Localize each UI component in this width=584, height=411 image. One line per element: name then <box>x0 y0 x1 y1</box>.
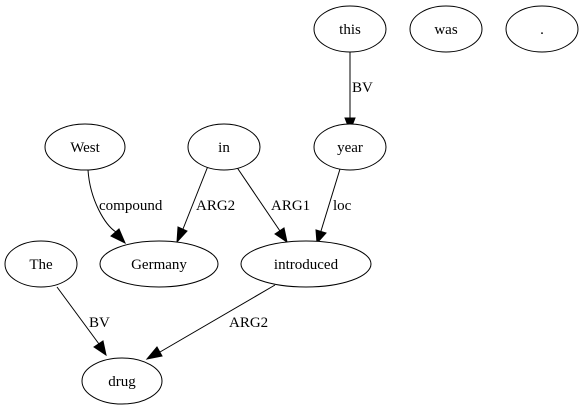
node-germany: Germany <box>99 240 219 288</box>
node-year: year <box>313 123 387 171</box>
edge-this-year: BV <box>344 52 373 133</box>
node-label: . <box>540 22 544 38</box>
node-was: was <box>409 5 483 53</box>
edge-label: compound <box>99 198 163 214</box>
edge-label: ARG2 <box>229 315 268 331</box>
node-label: Germany <box>131 257 187 273</box>
node-this: this <box>313 5 387 53</box>
edge-the-drug: BV <box>56 286 110 357</box>
edge-label: BV <box>352 80 373 96</box>
node-label: was <box>434 22 457 38</box>
node-drug: drug <box>81 357 163 405</box>
edge-label: loc <box>333 198 352 214</box>
node-label: West <box>70 140 100 156</box>
edge-introduced-drug: ARG2 <box>145 284 276 360</box>
node-introduced: introduced <box>240 240 372 288</box>
node-label: The <box>29 257 53 273</box>
edge-year-introduced: loc <box>315 168 352 245</box>
edge-label: BV <box>89 315 110 331</box>
node-west: West <box>44 123 126 171</box>
node-label: introduced <box>274 257 339 273</box>
node-label: this <box>339 22 361 38</box>
edge-in-germany: ARG2 <box>176 165 235 244</box>
edge-label: ARG1 <box>271 198 310 214</box>
node-in: in <box>187 123 261 171</box>
edge-west-germany: compound <box>87 169 163 245</box>
edge-label: ARG2 <box>196 198 235 214</box>
node-label: year <box>337 140 363 156</box>
node-period: . <box>505 5 579 53</box>
node-label: in <box>218 140 230 156</box>
node-the: The <box>4 240 78 288</box>
edge-in-introduced: ARG1 <box>235 165 310 244</box>
node-label: drug <box>108 374 136 390</box>
